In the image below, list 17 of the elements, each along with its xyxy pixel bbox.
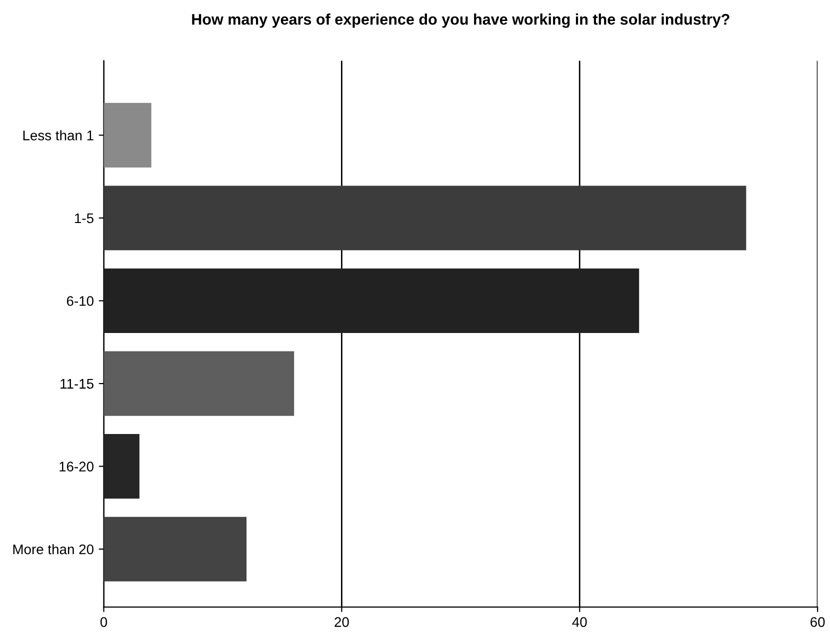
y-tick-label: 1-5 (75, 213, 94, 224)
bar (104, 351, 294, 416)
y-tick-label: 6-10 (66, 296, 94, 306)
bar (104, 516, 247, 582)
x-tick-label: 0 (100, 617, 108, 627)
bar (104, 268, 640, 334)
bar (104, 102, 152, 168)
bar (104, 434, 140, 499)
chart-title: How many years of experience do you have working in the solar industry? (192, 14, 730, 28)
y-tick-label: 11-15 (60, 379, 94, 389)
x-tick-label: 20 (334, 617, 349, 627)
y-tick-label: Less than 1 (23, 130, 94, 140)
x-tick-label: 60 (810, 617, 825, 627)
x-tick-label: 40 (572, 617, 587, 627)
y-tick-label: More than 20 (13, 544, 94, 554)
bar (104, 186, 746, 250)
y-tick-label: 16-20 (60, 462, 94, 472)
